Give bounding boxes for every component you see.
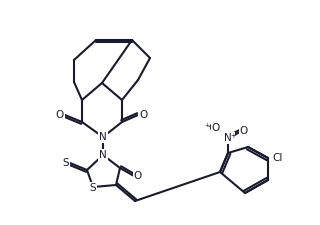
Text: +: + (230, 133, 236, 139)
Text: -: - (208, 123, 210, 129)
Text: O: O (139, 110, 147, 120)
Text: N⁺: N⁺ (222, 133, 234, 143)
Text: Cl: Cl (273, 153, 283, 163)
Text: S: S (90, 183, 96, 193)
Text: O: O (212, 123, 220, 133)
Text: O: O (240, 126, 248, 136)
Text: O: O (56, 110, 64, 120)
Text: ⁺O⁻: ⁺O⁻ (204, 123, 222, 133)
Text: S: S (63, 158, 69, 168)
Text: O: O (134, 171, 142, 181)
Text: N: N (99, 132, 107, 142)
Text: N: N (224, 133, 232, 143)
Text: N: N (99, 150, 107, 160)
